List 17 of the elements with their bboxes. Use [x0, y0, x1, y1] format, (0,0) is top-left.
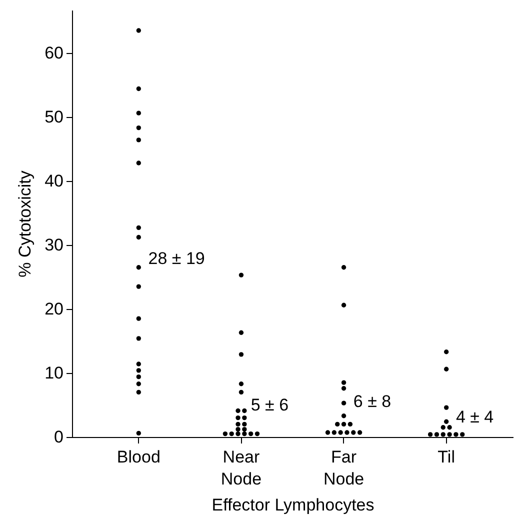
annotation: 6 ± 8	[353, 392, 392, 412]
y-tick-label: 40	[44, 171, 64, 190]
annotation: 4 ± 4	[456, 408, 494, 427]
y-tick-label: 50	[44, 107, 64, 126]
y-tick-label: 10	[44, 363, 64, 382]
annotation: 28 ± 19	[148, 248, 205, 268]
y-tick-label: 30	[44, 235, 64, 254]
x-tick-label: Far Node	[323, 448, 364, 488]
x-tick-label: Blood	[116, 448, 160, 466]
x-axis-title: Effector Lymphocytes	[212, 496, 374, 514]
y-axis-title: % Cytotoxicity	[16, 170, 35, 278]
annotation: 5 ± 6	[250, 396, 289, 415]
x-tick-label: Til	[438, 448, 455, 466]
x-tick-label: Near Node	[220, 448, 262, 488]
y-tick-label: 0	[54, 428, 64, 446]
y-tick-label: 20	[44, 299, 64, 318]
y-tick-label: 60	[44, 43, 64, 62]
